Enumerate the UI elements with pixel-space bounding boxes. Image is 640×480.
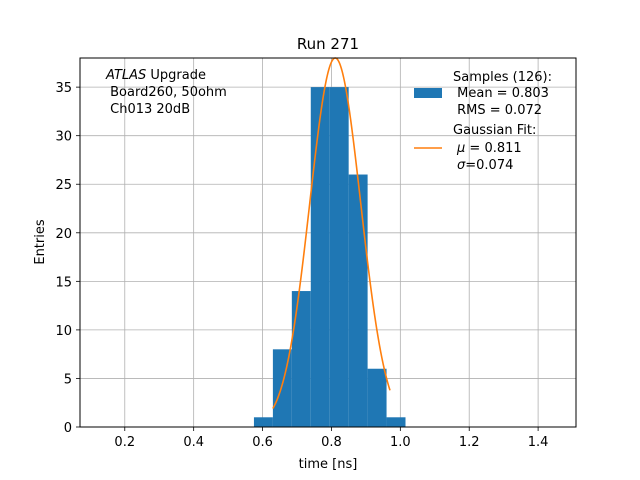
plot-frame — [79, 57, 577, 428]
gaussian-fit-line — [272, 57, 391, 409]
histogram-bar — [367, 368, 387, 427]
legend-fit-mu: μ = 0.811 — [456, 141, 522, 156]
atlas-annotation: ATLAS Upgrade Board260, 50ohm Ch013 20dB — [105, 68, 227, 117]
legend-samples-mean: Mean = 0.803 — [453, 86, 549, 101]
sigma-value: =0.074 — [465, 158, 513, 173]
y-tick-label: 25 — [55, 178, 72, 193]
x-axis-label: time [ns] — [299, 457, 358, 472]
histogram-bar — [253, 417, 273, 427]
legend-samples-rms: RMS = 0.072 — [453, 103, 542, 118]
y-tick-label: 30 — [55, 130, 72, 145]
legend-samples-title: Samples (126): — [453, 70, 552, 85]
histogram-bar — [348, 174, 368, 427]
annotation-line-1: ATLAS Upgrade — [105, 68, 206, 83]
y-tick-label: 5 — [64, 372, 72, 387]
axis-ticks: 0.2 0.4 0.6 0.8 1.0 1.2 1.4 0 5 10 15 20 25 30 35 — [55, 81, 548, 450]
histogram-bar — [272, 349, 292, 427]
histogram-bar — [291, 291, 311, 427]
x-tick-label: 1.4 — [528, 435, 549, 450]
y-tick-label: 35 — [55, 81, 72, 96]
histogram-bar — [310, 87, 330, 427]
x-tick-label: 0.8 — [321, 435, 342, 450]
legend-fit-title: Gaussian Fit: — [453, 123, 536, 138]
legend-samples-swatch — [414, 88, 442, 98]
x-tick-label: 1.2 — [459, 435, 480, 450]
y-tick-label: 15 — [55, 275, 72, 290]
x-tick-label: 0.6 — [252, 435, 273, 450]
sigma-symbol: σ — [457, 158, 466, 173]
annotation-line-3: Ch013 20dB — [106, 102, 190, 117]
legend: Samples (126): Mean = 0.803 RMS = 0.072 … — [414, 70, 552, 173]
histogram-bars — [253, 87, 406, 427]
x-tick-label: 0.4 — [183, 435, 204, 450]
x-tick-label: 0.2 — [114, 435, 135, 450]
x-tick-label: 1.0 — [390, 435, 411, 450]
y-axis-label: Entries — [33, 219, 48, 265]
annotation-line-2: Board260, 50ohm — [106, 85, 227, 100]
y-tick-label: 0 — [64, 421, 72, 436]
legend-fit-sigma: σ=0.074 — [457, 158, 513, 173]
annotation-upgrade: Upgrade — [146, 68, 206, 83]
chart-title: Run 271 — [297, 35, 359, 53]
histogram-bar — [329, 87, 349, 427]
gaussian-fit — [272, 57, 391, 409]
histogram-bar — [386, 417, 406, 427]
y-tick-label: 20 — [55, 227, 72, 242]
mu-value: = 0.811 — [465, 141, 521, 156]
mu-symbol: μ — [456, 141, 465, 156]
y-tick-label: 10 — [55, 324, 72, 339]
annotation-atlas: ATLAS — [105, 68, 146, 83]
